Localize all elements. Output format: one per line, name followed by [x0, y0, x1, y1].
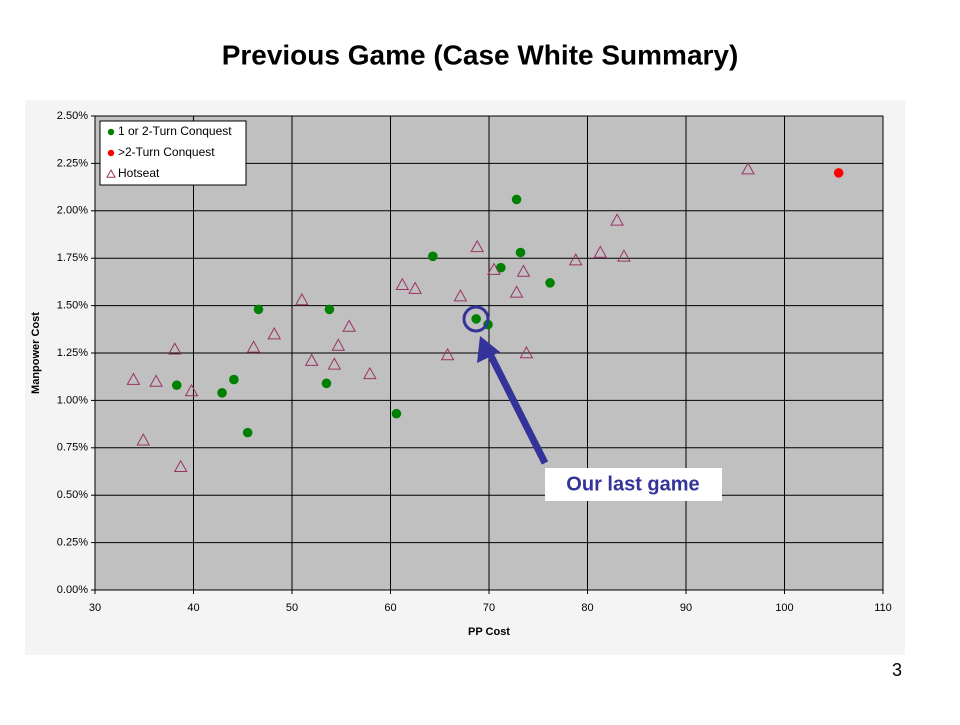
point	[545, 278, 555, 288]
x-tick-label: 90	[680, 602, 692, 614]
y-tick-label: 0.25%	[57, 537, 88, 549]
triangle-marker	[149, 374, 163, 387]
y-tick-label: 2.50%	[57, 110, 88, 122]
triangle-marker	[327, 357, 342, 370]
triangle-marker	[593, 245, 608, 258]
legend-label: >2-Turn Conquest	[118, 145, 215, 159]
point	[324, 304, 335, 315]
highlight-circle	[462, 305, 490, 333]
triangle-marker	[516, 264, 531, 277]
point	[242, 427, 253, 438]
y-tick-label: 1.50%	[57, 300, 88, 312]
triangle-marker	[106, 168, 116, 178]
point	[391, 408, 402, 419]
point	[107, 128, 115, 136]
legend: 1 or 2-Turn Conquest >2-Turn Conquest Hots…	[99, 120, 247, 186]
triangle-marker	[568, 253, 583, 266]
y-tick-label: 1.25%	[57, 347, 88, 359]
annotation-box	[545, 468, 722, 501]
triangle-marker	[342, 319, 356, 332]
point	[253, 304, 264, 315]
legend-label: Hotseat	[118, 166, 160, 180]
y-tick-label: 1.00%	[57, 394, 88, 406]
triangle-marker	[184, 383, 199, 397]
point	[496, 262, 506, 273]
arrow-shaft	[485, 350, 549, 465]
triangle-marker	[395, 277, 410, 291]
triangle-marker	[246, 340, 261, 353]
point	[217, 388, 227, 398]
triangle-marker	[304, 353, 319, 366]
triangle-marker	[610, 213, 624, 226]
y-tick-label: 0.00%	[57, 584, 88, 596]
triangle-marker	[519, 345, 534, 359]
point	[471, 314, 481, 324]
marks	[126, 162, 844, 473]
triangle-marker	[173, 459, 188, 473]
point	[428, 251, 438, 262]
y-tick-label: 0.75%	[57, 442, 88, 454]
legend-label: 1 or 2-Turn Conquest	[118, 124, 232, 138]
triangle-marker	[408, 281, 422, 294]
triangle-marker	[741, 162, 755, 175]
triangle-marker	[167, 342, 182, 355]
chart-title: Previous Game (Case White Summary)	[222, 39, 739, 70]
y-tick-label: 0.50%	[57, 489, 88, 501]
triangle-marker	[470, 239, 485, 253]
x-tick-label: 50	[286, 602, 298, 614]
annotation: Our last game	[462, 305, 722, 501]
triangle-marker	[509, 285, 524, 298]
point	[511, 194, 522, 205]
triangle-marker	[295, 292, 309, 306]
triangle-marker	[136, 433, 151, 446]
arrow-head	[477, 336, 500, 363]
x-axis-label: PP Cost	[468, 626, 510, 638]
y-tick-label: 2.25%	[57, 157, 88, 169]
triangle-marker	[267, 327, 282, 340]
x-tick-label: 40	[187, 602, 199, 614]
slide-number: 3	[892, 660, 902, 680]
x-tick-label: 30	[89, 602, 101, 614]
x-tick-label: 100	[775, 602, 793, 614]
triangle-marker	[617, 249, 631, 262]
triangle-marker	[440, 347, 455, 361]
y-tick-label: 2.00%	[57, 205, 88, 217]
point	[515, 247, 526, 258]
x-tick-label: 60	[384, 602, 396, 614]
triangle-marker	[487, 262, 501, 275]
point	[229, 374, 239, 385]
x-tick-label: 80	[581, 602, 593, 614]
triangle-marker	[331, 338, 346, 351]
x-tick-label: 110	[874, 602, 892, 614]
legend-box	[99, 120, 247, 186]
y-tick-label: 1.75%	[57, 252, 88, 264]
y-axis-label: Manpower Cost	[30, 312, 42, 394]
x-tick-label: 70	[483, 602, 495, 614]
triangle-marker	[362, 366, 377, 380]
point	[171, 380, 182, 391]
point	[321, 378, 332, 389]
point	[833, 168, 844, 178]
point	[107, 149, 115, 157]
triangle-marker	[453, 289, 468, 302]
triangle-marker	[126, 372, 141, 385]
annotation-text: Our last game	[566, 473, 699, 495]
